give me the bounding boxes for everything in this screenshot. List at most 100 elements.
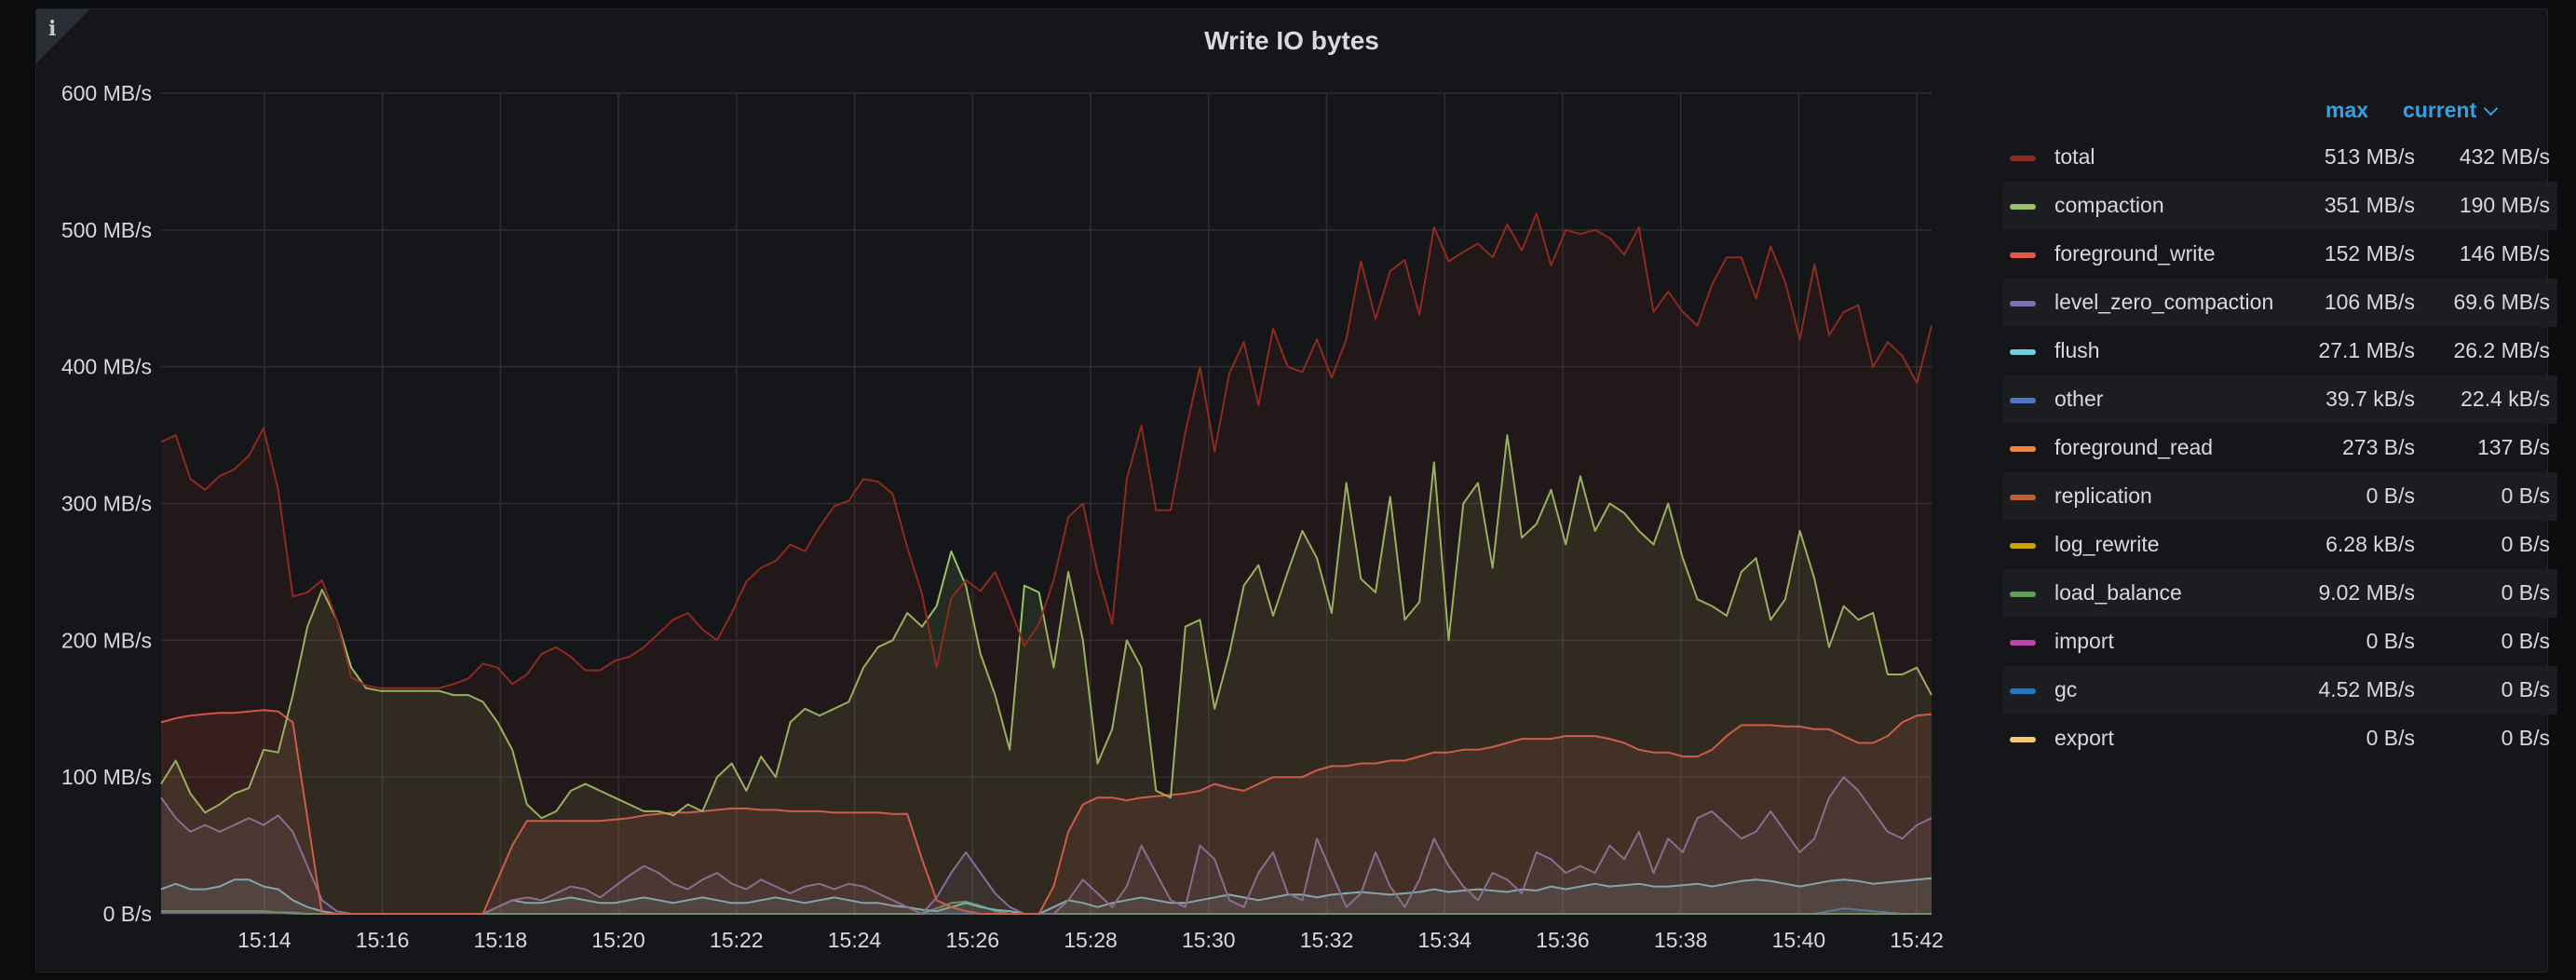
legend-item-import[interactable]: import 0 B/s 0 B/s (2003, 618, 2557, 666)
legend-item-flush[interactable]: flush 27.1 MB/s 26.2 MB/s (2003, 327, 2557, 375)
legend-series-name: total (2054, 144, 2095, 169)
series-area-flush (161, 878, 1932, 914)
x-tick-label: 15:26 (946, 928, 1000, 952)
series-line-foreground-write (160, 709, 1932, 915)
legend-swatch[interactable] (2010, 301, 2036, 306)
chart-area[interactable]: 0 B/s 100 MB/s 200 MB/s 300 MB/s 400 MB/s 500… (36, 9, 1973, 973)
x-tick-label: 15:30 (1182, 928, 1236, 952)
legend-header-current-label: current (2403, 98, 2477, 122)
legend-current-value: 0 B/s (2501, 629, 2550, 653)
legend-item-load-balance[interactable]: load_balance 9.02 MB/s 0 B/s (2003, 569, 2557, 618)
legend-swatch[interactable] (2010, 349, 2036, 355)
legend-swatch[interactable] (2010, 640, 2036, 646)
series-area-compaction (161, 435, 1932, 915)
legend-max-value: 351 MB/s (2324, 193, 2415, 217)
legend-max-value: 152 MB/s (2324, 241, 2415, 265)
legend-swatch[interactable] (2010, 204, 2036, 210)
legend-max-value: 0 B/s (2366, 726, 2415, 750)
legend-current-value: 0 B/s (2501, 483, 2550, 508)
x-tick-label: 15:40 (1772, 928, 1826, 952)
info-icon[interactable]: i (48, 17, 57, 41)
legend-series-name: compaction (2054, 193, 2164, 217)
legend-swatch[interactable] (2010, 252, 2036, 258)
legend-item-compaction[interactable]: compaction 351 MB/s 190 MB/s (2003, 182, 2557, 230)
legend-current-value: 137 B/s (2477, 435, 2550, 459)
x-tick-label: 15:24 (828, 928, 882, 952)
legend-current-value: 69.6 MB/s (2453, 290, 2550, 314)
series-area-level-zero-compaction (161, 777, 1932, 914)
x-tick-label: 15:32 (1300, 928, 1354, 952)
legend-max-value: 273 B/s (2342, 435, 2415, 459)
legend-series-name: log_rewrite (2054, 532, 2160, 556)
legend-item-foreground-write[interactable]: foreground_write 152 MB/s 146 MB/s (2003, 230, 2557, 279)
legend-item-replication[interactable]: replication 0 B/s 0 B/s (2003, 472, 2557, 521)
legend-series-name: foreground_read (2054, 435, 2214, 459)
legend-item-total[interactable]: total 513 MB/s 432 MB/s (2003, 133, 2557, 182)
legend-header-max[interactable]: max (2325, 98, 2369, 122)
legend-swatch[interactable] (2010, 398, 2036, 403)
x-tick-label: 15:42 (1890, 928, 1944, 952)
legend-current-value: 22.4 kB/s (2461, 387, 2550, 411)
series-line-compaction (160, 434, 1932, 820)
legend-max-value: 9.02 MB/s (2318, 580, 2415, 605)
y-tick-label: 100 MB/s (61, 765, 152, 789)
legend-current-value: 432 MB/s (2459, 144, 2550, 169)
panel-title: Write IO bytes (1204, 26, 1379, 55)
legend-current-value: 0 B/s (2501, 532, 2550, 556)
y-tick-label: 300 MB/s (61, 492, 152, 516)
legend-max-value: 27.1 MB/s (2318, 338, 2415, 362)
legend-series-name: export (2054, 726, 2114, 750)
legend-header-current[interactable]: current (2403, 98, 2499, 123)
legend-max-value: 4.52 MB/s (2318, 677, 2415, 701)
legend-swatch[interactable] (2010, 156, 2036, 161)
legend-current-value: 0 B/s (2501, 726, 2550, 750)
legend-series-name: gc (2054, 677, 2078, 701)
legend-swatch[interactable] (2010, 543, 2036, 549)
legend-current-value: 190 MB/s (2459, 193, 2550, 217)
legend-max-value: 39.7 kB/s (2325, 387, 2415, 411)
legend-swatch[interactable] (2010, 592, 2036, 597)
legend-swatch[interactable] (2010, 737, 2036, 742)
legend-swatch[interactable] (2010, 495, 2036, 500)
y-tick-label: 200 MB/s (61, 628, 152, 652)
series-area-total (161, 213, 1932, 914)
legend-item-foreground-read[interactable]: foreground_read 273 B/s 137 B/s (2003, 424, 2557, 472)
legend-series-name: other (2054, 387, 2104, 411)
legend-item-log-rewrite[interactable]: log_rewrite 6.28 kB/s 0 B/s (2003, 521, 2557, 569)
series-area-foreground-write (161, 710, 1932, 914)
legend-max-value: 6.28 kB/s (2325, 532, 2415, 556)
legend-current-value: 0 B/s (2501, 580, 2550, 605)
y-tick-label: 600 MB/s (61, 81, 152, 105)
y-tick-label: 500 MB/s (61, 218, 152, 242)
legend-max-value: 106 MB/s (2324, 290, 2415, 314)
x-tick-label: 15:36 (1536, 928, 1590, 952)
legend-series-name: foreground_write (2054, 241, 2216, 265)
y-tick-label: 400 MB/s (61, 355, 152, 379)
legend-series-name: import (2054, 629, 2114, 653)
panel: i Write IO bytes 0 B/s 100 MB/s 200 MB/s 30… (35, 8, 2557, 973)
legend-swatch[interactable] (2010, 446, 2036, 452)
legend-item-export[interactable]: export 0 B/s 0 B/s (2003, 715, 2557, 763)
legend-max-value: 513 MB/s (2324, 144, 2415, 169)
legend-max-value: 0 B/s (2366, 483, 2415, 508)
x-tick-label: 15:14 (237, 928, 291, 952)
legend-item-other[interactable]: other 39.7 kB/s 22.4 kB/s (2003, 375, 2557, 424)
legend-item-level-zero-compaction[interactable]: level_zero_compaction 106 MB/s 69.6 MB/s (2003, 279, 2557, 327)
x-tick-label: 15:28 (1064, 928, 1118, 952)
series-line-total (160, 212, 1932, 689)
legend-series-name: load_balance (2054, 580, 2182, 605)
legend-series-name: level_zero_compaction (2054, 290, 2274, 314)
legend: total 513 MB/s 432 MB/s compaction 351 MB/s 1… (2003, 133, 2557, 763)
y-tick-label: 0 B/s (103, 902, 152, 926)
legend-series-name: replication (2054, 483, 2152, 508)
info-corner[interactable] (36, 9, 90, 63)
x-tick-label: 15:34 (1417, 928, 1471, 952)
legend-series-name: flush (2054, 338, 2100, 362)
x-tick-label: 15:22 (710, 928, 764, 952)
x-tick-label: 15:20 (591, 928, 645, 952)
legend-current-value: 0 B/s (2501, 677, 2550, 701)
chevron-down-icon (2483, 101, 2499, 116)
legend-max-value: 0 B/s (2366, 629, 2415, 653)
legend-swatch[interactable] (2010, 688, 2036, 694)
legend-item-gc[interactable]: gc 4.52 MB/s 0 B/s (2003, 666, 2557, 715)
